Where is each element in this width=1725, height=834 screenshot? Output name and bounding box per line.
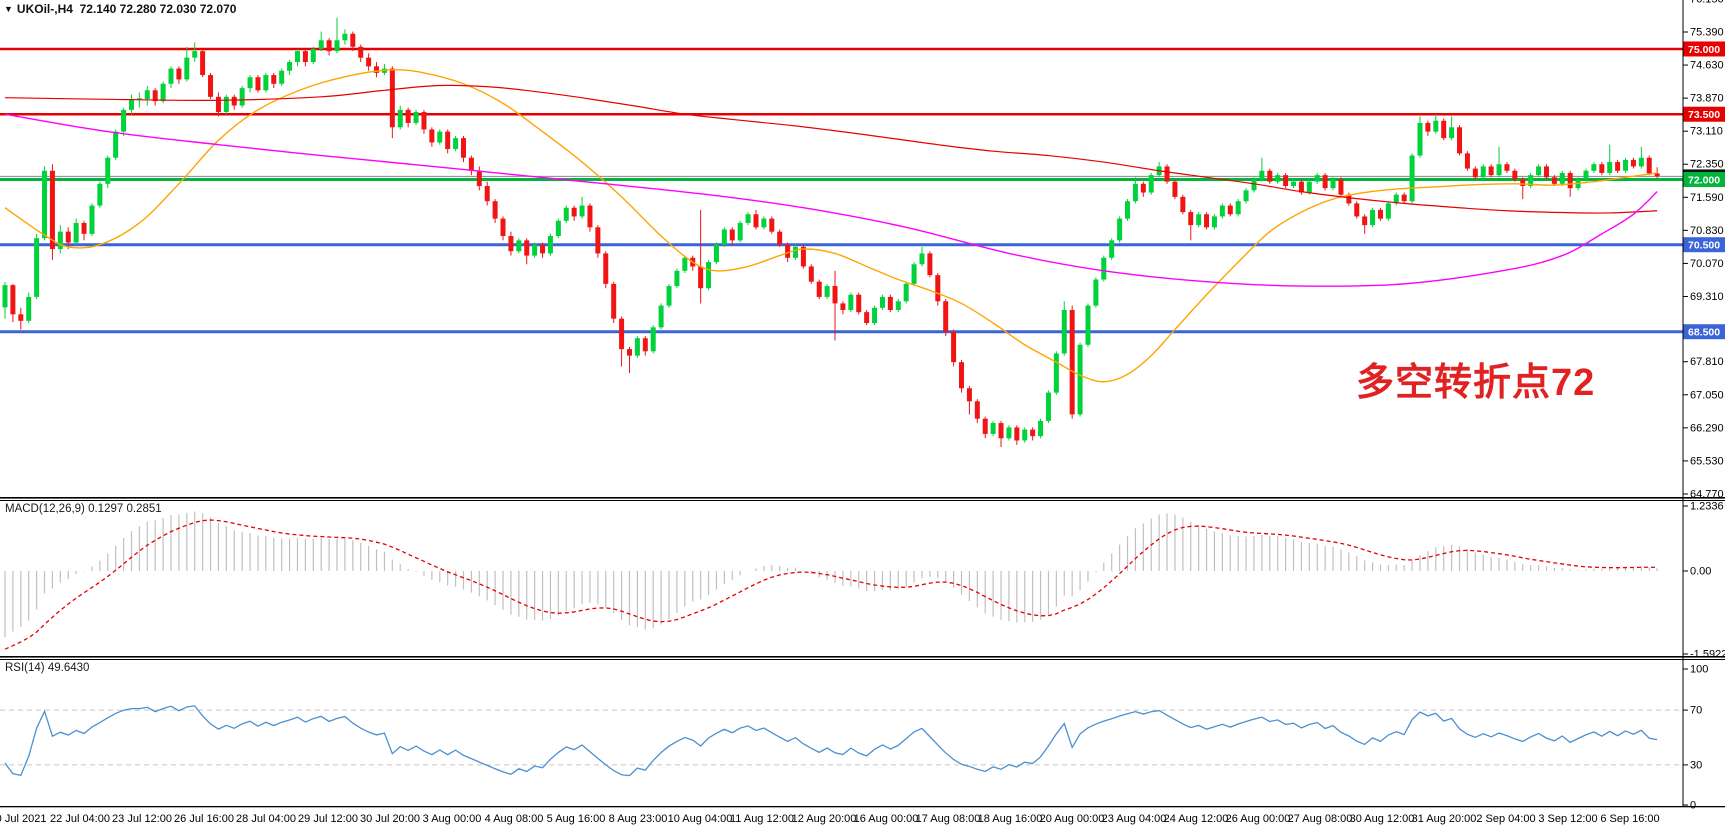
svg-text:12 Aug 20:00: 12 Aug 20:00 <box>792 813 857 825</box>
svg-text:70.830: 70.830 <box>1690 225 1724 237</box>
svg-text:64.770: 64.770 <box>1690 488 1724 500</box>
svg-text:65.530: 65.530 <box>1690 455 1724 467</box>
svg-text:24 Aug 12:00: 24 Aug 12:00 <box>1164 813 1229 825</box>
price-badge <box>1683 106 1725 122</box>
chevron-down-icon[interactable]: ▼ <box>4 4 13 14</box>
svg-text:73.110: 73.110 <box>1690 126 1723 138</box>
svg-text:-1.5922: -1.5922 <box>1690 649 1725 661</box>
svg-text:23 Aug 04:00: 23 Aug 04:00 <box>1102 813 1167 825</box>
svg-text:2 Sep 04:00: 2 Sep 04:00 <box>1476 813 1535 825</box>
svg-text:16 Aug 00:00: 16 Aug 00:00 <box>854 813 919 825</box>
svg-text:67.810: 67.810 <box>1690 356 1724 368</box>
svg-text:75.390: 75.390 <box>1690 27 1724 39</box>
svg-text:30 Aug 12:00: 30 Aug 12:00 <box>1350 813 1415 825</box>
svg-text:28 Jul 04:00: 28 Jul 04:00 <box>236 813 296 825</box>
structure-lines <box>0 47 1683 334</box>
svg-text:100: 100 <box>1690 664 1708 676</box>
svg-text:0: 0 <box>1690 800 1696 812</box>
svg-text:69.310: 69.310 <box>1690 291 1724 303</box>
svg-text:66.290: 66.290 <box>1690 422 1724 434</box>
annotation-text: 多空转折点72 <box>1356 362 1596 404</box>
svg-text:70: 70 <box>1690 705 1702 717</box>
svg-text:0.00: 0.00 <box>1690 566 1711 578</box>
svg-text:70.070: 70.070 <box>1690 258 1724 270</box>
price-axis: 76.150 75.390 74.630 73.870 73.110 72.350 71.5… <box>1683 0 1725 812</box>
svg-text:18 Aug 16:00: 18 Aug 16:00 <box>978 813 1043 825</box>
svg-text:76.150: 76.150 <box>1690 0 1724 5</box>
rsi-value: 49.6430 <box>47 662 90 674</box>
svg-text:17 Aug 08:00: 17 Aug 08:00 <box>916 813 981 825</box>
rsi-indicator-label: RSI(14) 49.6430 <box>5 662 89 674</box>
macd-signal-line <box>4 519 1658 650</box>
svg-text:70.500: 70.500 <box>1688 240 1720 252</box>
svg-text:23 Jul 12:00: 23 Jul 12:00 <box>112 813 172 825</box>
macd-values: 0.1297 0.2851 <box>88 503 162 515</box>
svg-text:74.630: 74.630 <box>1690 60 1724 72</box>
rsi-line <box>4 705 1658 777</box>
svg-text:73.500: 73.500 <box>1688 109 1720 121</box>
svg-text:30: 30 <box>1690 759 1702 771</box>
symbol-name: UKOil-,H4 <box>16 2 73 16</box>
svg-text:11 Aug 12:00: 11 Aug 12:00 <box>730 813 794 825</box>
svg-text:10 Aug 04:00: 10 Aug 04:00 <box>668 813 733 825</box>
ma-red-line <box>4 84 1658 214</box>
svg-text:5 Aug 16:00: 5 Aug 16:00 <box>547 813 606 825</box>
svg-text:30 Jul 20:00: 30 Jul 20:00 <box>360 813 420 825</box>
svg-text:75.000: 75.000 <box>1688 44 1720 56</box>
macd-panel <box>4 511 1658 650</box>
svg-text:26 Jul 16:00: 26 Jul 16:00 <box>174 813 234 825</box>
svg-text:3 Sep 12:00: 3 Sep 12:00 <box>1538 813 1597 825</box>
price-badge <box>1683 171 1725 187</box>
candlestick-series <box>2 17 1660 447</box>
svg-text:3 Aug 00:00: 3 Aug 00:00 <box>423 813 482 825</box>
svg-text:67.050: 67.050 <box>1690 389 1724 401</box>
svg-text:20 Jul 2021: 20 Jul 2021 <box>0 813 46 825</box>
symbol-title-bar: ▼ UKOil-,H4 72.140 72.280 72.030 72.070 <box>4 2 236 16</box>
macd-name: MACD(12,26,9) <box>5 503 85 515</box>
svg-text:73.870: 73.870 <box>1690 93 1724 105</box>
svg-text:8 Aug 23:00: 8 Aug 23:00 <box>609 813 668 825</box>
svg-text:31 Aug 20:00: 31 Aug 20:00 <box>1412 813 1477 825</box>
svg-text:71.590: 71.590 <box>1690 192 1724 204</box>
svg-text:29 Jul 12:00: 29 Jul 12:00 <box>298 813 358 825</box>
ohlc-readout: 72.140 72.280 72.030 72.070 <box>79 2 237 16</box>
svg-text:68.500: 68.500 <box>1688 327 1720 339</box>
svg-text:27 Aug 08:00: 27 Aug 08:00 <box>1288 813 1353 825</box>
macd-indicator-label: MACD(12,26,9) 0.1297 0.2851 <box>5 503 162 515</box>
price-badge <box>1683 324 1725 340</box>
svg-text:6 Sep 16:00: 6 Sep 16:00 <box>1600 813 1659 825</box>
rsi-panel <box>0 705 1683 777</box>
panel-frame <box>0 0 1725 808</box>
svg-text:22 Jul 04:00: 22 Jul 04:00 <box>50 813 110 825</box>
price-badge <box>1683 237 1725 253</box>
ma-orange-line <box>4 69 1658 383</box>
svg-text:20 Aug 00:00: 20 Aug 00:00 <box>1040 813 1105 825</box>
moving-averages <box>4 69 1658 383</box>
ma-magenta-line <box>4 113 1658 287</box>
svg-text:72.350: 72.350 <box>1690 159 1724 171</box>
svg-text:26 Aug 00:00: 26 Aug 00:00 <box>1226 813 1291 825</box>
price-badge <box>1683 41 1725 57</box>
svg-text:1.2336: 1.2336 <box>1690 501 1724 513</box>
svg-text:72.000: 72.000 <box>1688 174 1720 186</box>
rsi-name: RSI(14) <box>5 662 45 674</box>
svg-text:4 Aug 08:00: 4 Aug 08:00 <box>485 813 544 825</box>
